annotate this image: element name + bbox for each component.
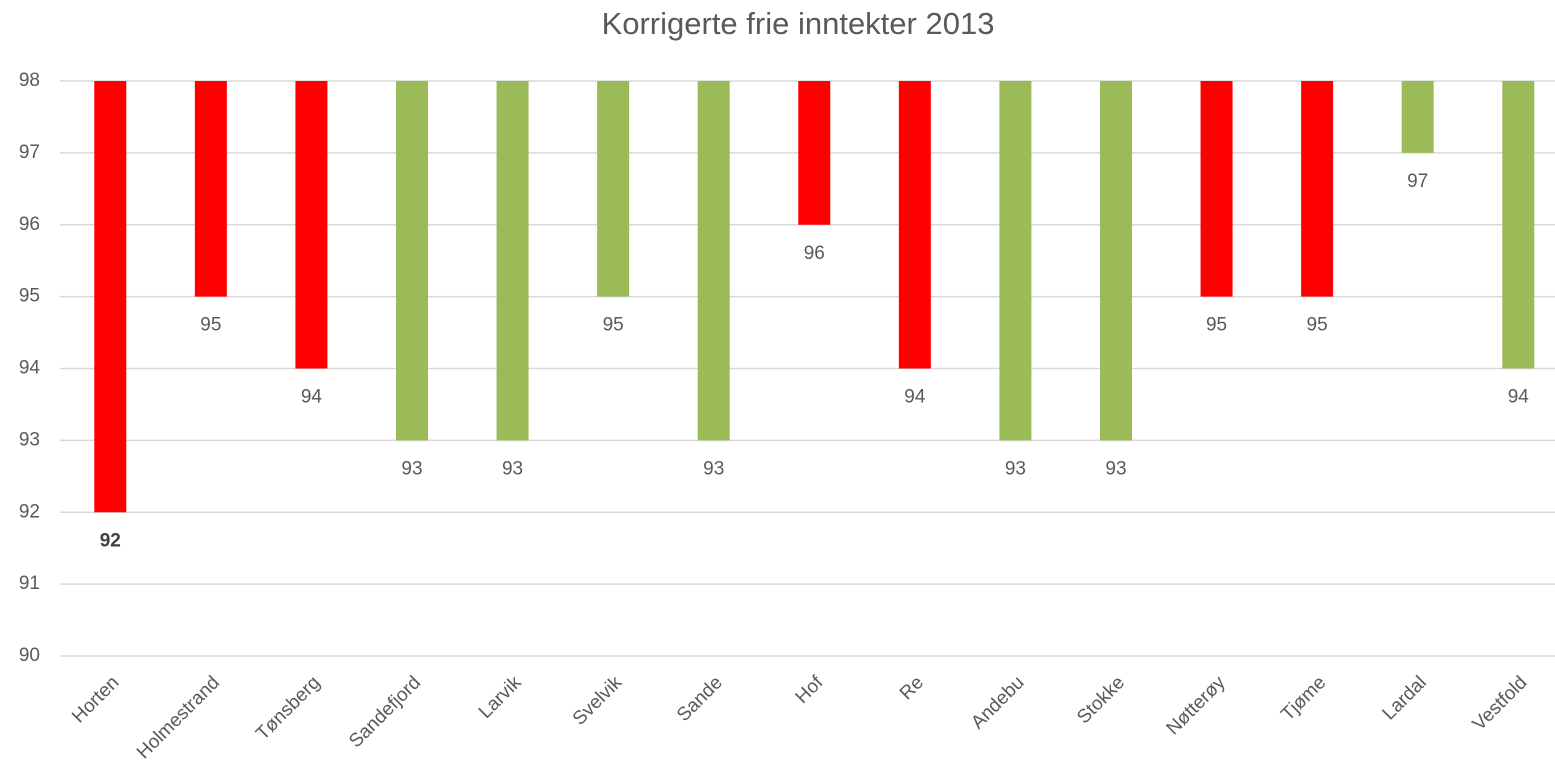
- chart-title: Korrigerte frie inntekter 2013: [602, 6, 995, 41]
- data-label: 93: [1005, 458, 1026, 479]
- y-tick-label: 90: [19, 645, 40, 666]
- x-tick-label: Hof: [792, 672, 828, 708]
- data-label: 93: [703, 458, 724, 479]
- y-tick-label: 95: [19, 286, 40, 307]
- data-label: 93: [401, 458, 422, 479]
- x-tick-label: Sandefjord: [345, 672, 425, 752]
- x-tick-label: Holmestrand: [133, 672, 224, 763]
- data-label: 95: [603, 315, 624, 336]
- x-tick-label: Vestfold: [1469, 672, 1532, 735]
- x-tick-label: Andebu: [967, 672, 1028, 733]
- y-tick-label: 96: [19, 214, 40, 235]
- data-label: 94: [301, 387, 323, 408]
- x-tick-label: Stokke: [1073, 672, 1129, 728]
- bar: [395, 81, 428, 441]
- data-label: 97: [1407, 171, 1428, 192]
- x-tick-label: Svelvik: [569, 672, 627, 730]
- bar: [194, 81, 227, 297]
- bar: [1099, 81, 1132, 441]
- data-label: 93: [502, 458, 523, 479]
- x-tick-label: Lardal: [1379, 672, 1431, 724]
- x-tick-label: Sande: [673, 672, 727, 726]
- data-label: 93: [1105, 458, 1126, 479]
- x-tick-label: Tønsberg: [252, 672, 324, 744]
- bar: [999, 81, 1032, 441]
- data-label: 95: [200, 315, 221, 336]
- y-tick-label: 92: [19, 501, 40, 522]
- bar: [1502, 81, 1535, 369]
- bar: [697, 81, 730, 441]
- data-label: 94: [904, 387, 926, 408]
- data-label: 95: [1307, 315, 1328, 336]
- x-tick-label: Re: [896, 672, 928, 704]
- data-label: 95: [1206, 315, 1227, 336]
- y-tick-label: 98: [19, 70, 40, 91]
- bar: [94, 81, 127, 513]
- bar: [1301, 81, 1334, 297]
- bar: [295, 81, 328, 369]
- y-tick-label: 93: [19, 429, 40, 450]
- y-tick-label: 91: [19, 573, 40, 594]
- x-tick-label: Tjøme: [1277, 672, 1330, 725]
- data-label: 92: [100, 530, 121, 551]
- bar: [898, 81, 931, 369]
- bar: [597, 81, 630, 297]
- bar: [496, 81, 529, 441]
- y-tick-label: 97: [19, 142, 40, 163]
- data-label: 96: [804, 243, 825, 264]
- bar: [1200, 81, 1233, 297]
- x-tick-label: Nøtterøy: [1163, 672, 1230, 739]
- bar: [1401, 81, 1434, 153]
- y-tick-label: 94: [19, 358, 41, 379]
- bar: [798, 81, 831, 225]
- data-label: 94: [1508, 387, 1530, 408]
- x-tick-label: Horten: [68, 672, 123, 727]
- x-tick-label: Larvik: [475, 672, 526, 723]
